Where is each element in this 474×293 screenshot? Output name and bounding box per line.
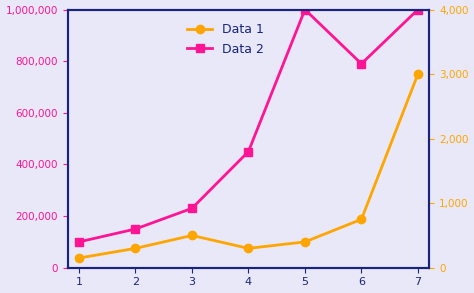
Data 2 — [302, 8, 308, 11]
Data 1 — [76, 256, 82, 260]
Data 2 — [246, 150, 251, 153]
Data 2 — [359, 62, 365, 66]
Data 1 — [189, 234, 195, 237]
Legend: Data 1, Data 2: Data 1, Data 2 — [182, 18, 269, 61]
Line: Data 1: Data 1 — [75, 70, 422, 262]
Data 2 — [76, 240, 82, 244]
Data 2 — [189, 207, 195, 210]
Data 1 — [359, 218, 365, 221]
Data 1 — [415, 72, 421, 76]
Data 2 — [133, 227, 138, 231]
Line: Data 2: Data 2 — [75, 5, 422, 246]
Data 2 — [415, 8, 421, 11]
Data 1 — [133, 247, 138, 250]
Data 1 — [246, 247, 251, 250]
Data 1 — [302, 240, 308, 244]
